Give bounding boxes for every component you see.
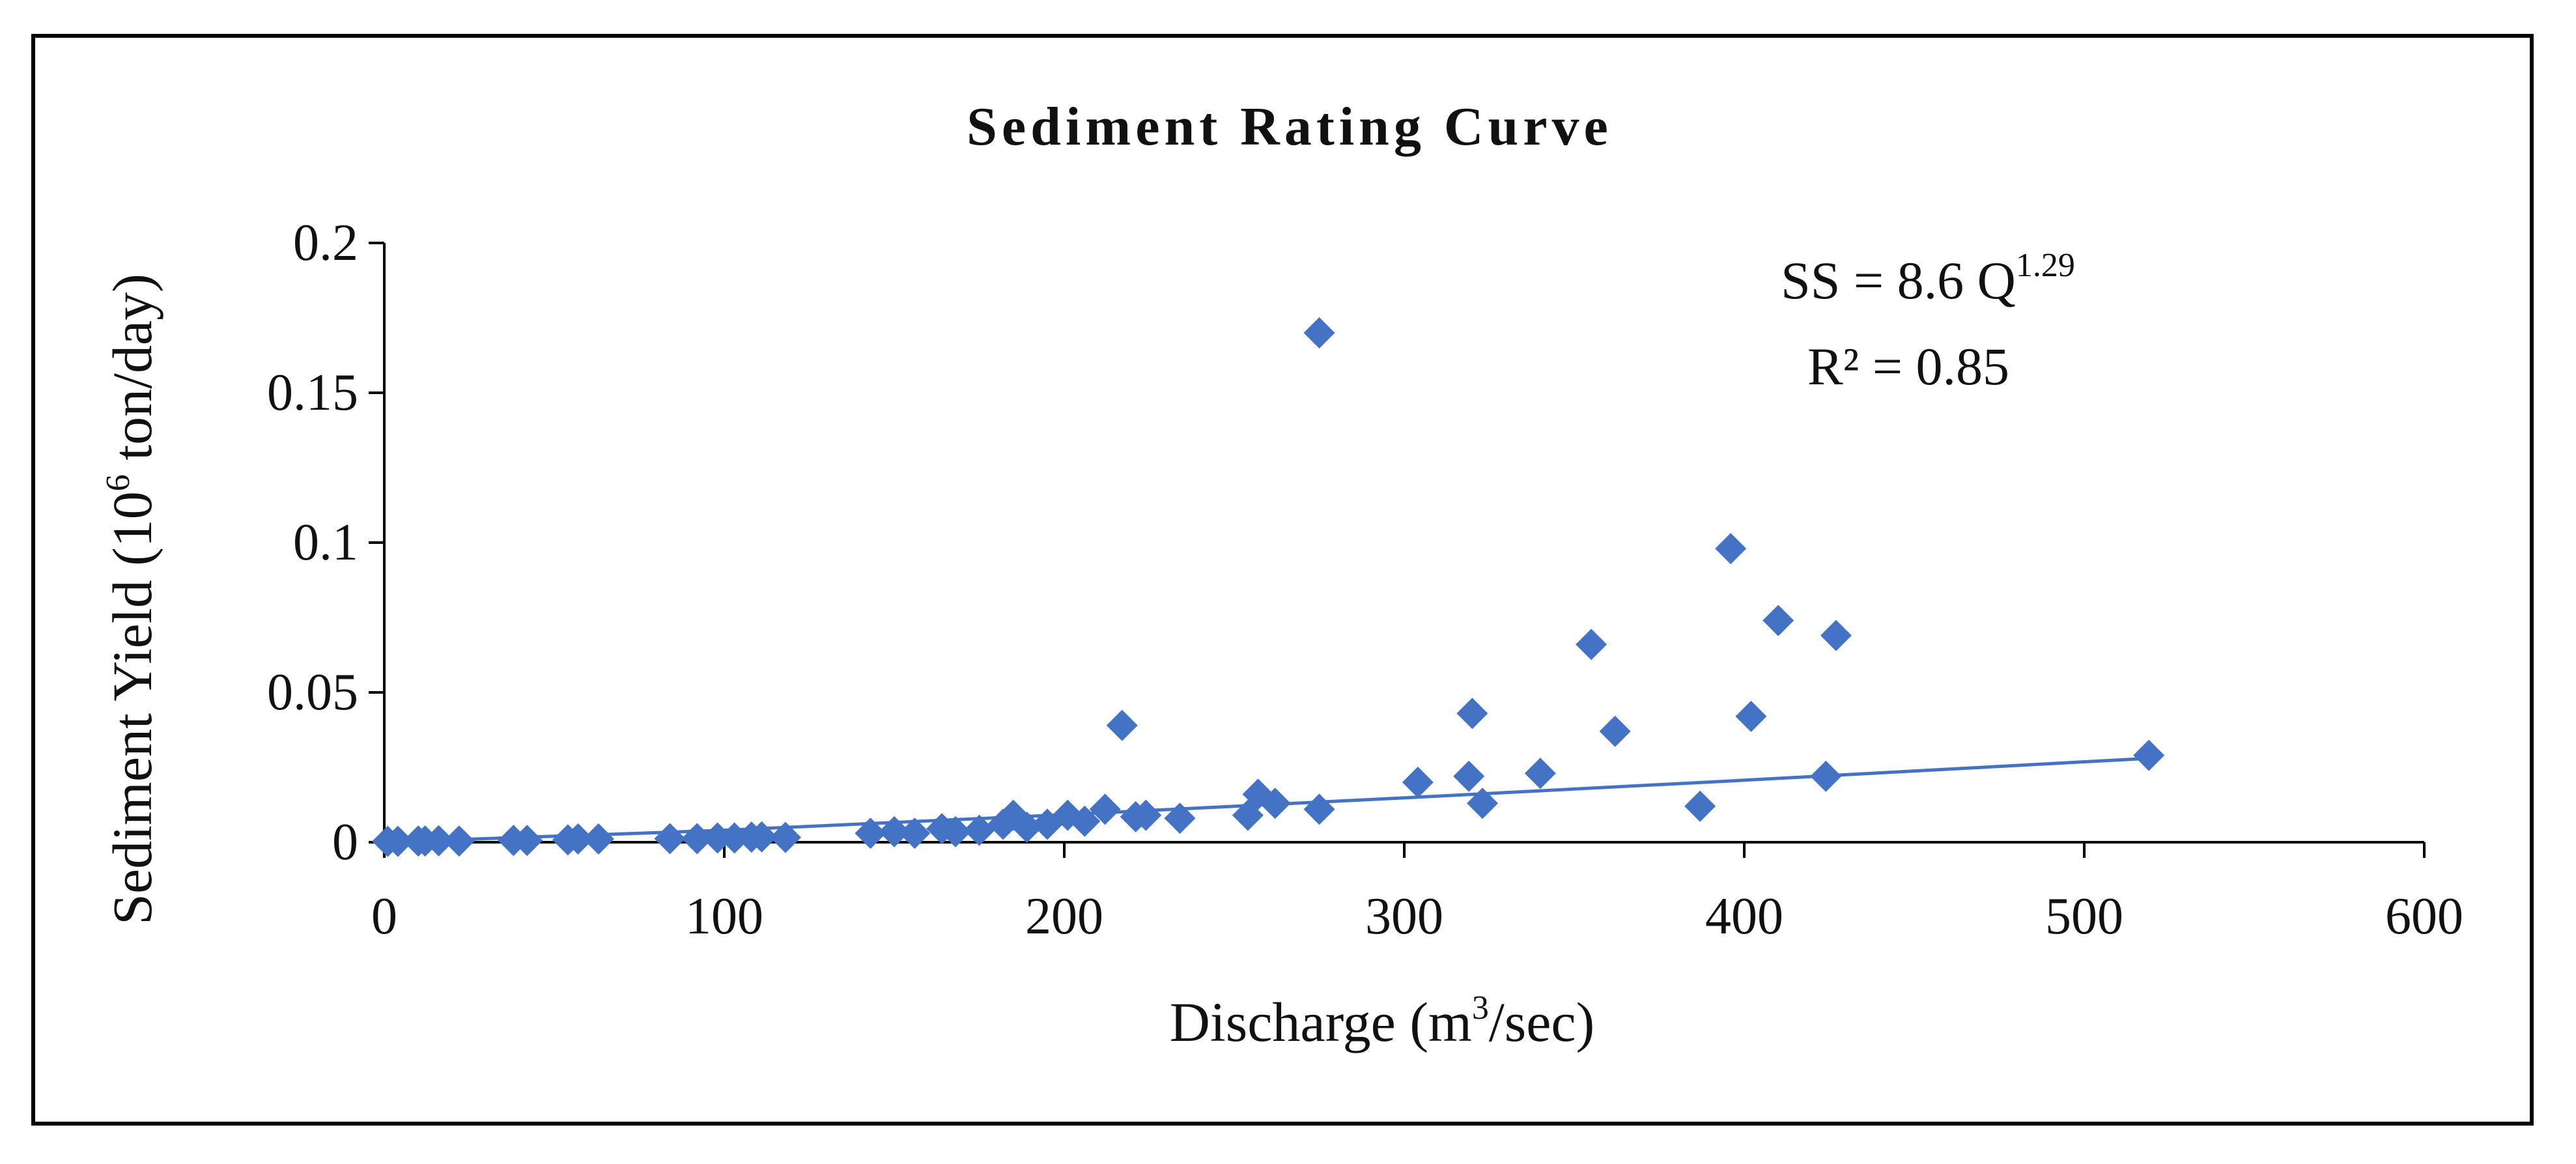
data-point <box>1715 533 1747 565</box>
trendline-r-squared: R² = 0.85 <box>1807 337 2009 396</box>
x-axis-label-suffix: /sec) <box>1489 991 1594 1053</box>
data-point <box>1303 793 1335 825</box>
data-point <box>1576 629 1607 660</box>
data-point <box>1259 788 1291 819</box>
y-axis-label-sup: 6 <box>100 474 137 491</box>
data-point <box>939 816 971 847</box>
data-point <box>718 822 750 854</box>
y-tick-label: 0.2 <box>293 214 358 272</box>
data-point <box>1011 812 1043 843</box>
data-point <box>1524 758 1556 789</box>
trendline-equation-exponent: 1.29 <box>2016 247 2075 284</box>
x-axis-label-sup: 3 <box>1472 989 1489 1027</box>
data-point <box>1130 799 1162 831</box>
data-point <box>1820 619 1852 651</box>
x-axis-label: Discharge (m3/sec) <box>1170 989 1594 1053</box>
data-point <box>963 814 995 846</box>
x-tick-label: 100 <box>685 888 763 945</box>
data-point <box>1735 700 1767 732</box>
data-point <box>654 823 686 855</box>
data-point <box>769 821 801 853</box>
data-point <box>562 823 594 855</box>
data-point <box>1303 317 1335 348</box>
data-point <box>423 825 455 857</box>
data-point <box>681 823 713 855</box>
x-tick-label: 300 <box>1365 888 1443 945</box>
data-point <box>443 825 475 857</box>
trendline-equation: SS = 8.6 Q1.29 <box>1781 247 2075 310</box>
data-point <box>1089 793 1121 825</box>
data-point <box>899 817 931 849</box>
x-axis-label-prefix: Discharge (m <box>1170 991 1472 1053</box>
scatter-points <box>372 317 2165 857</box>
y-axis-label-suffix: ton/day) <box>101 274 163 474</box>
data-point <box>1453 760 1485 792</box>
data-point <box>1402 767 1434 798</box>
axes <box>383 243 2424 844</box>
chart-title: Sediment Rating Curve <box>967 96 1613 157</box>
data-point <box>582 823 614 855</box>
y-axis-label: Sediment Yield (106 ton/day) <box>100 274 163 925</box>
data-point <box>701 822 733 854</box>
x-tick-label: 0 <box>371 888 397 945</box>
x-tick-label: 200 <box>1025 888 1103 945</box>
data-point <box>1467 788 1499 819</box>
data-point <box>1456 698 1488 730</box>
data-point <box>1762 604 1794 636</box>
data-point <box>1106 709 1138 741</box>
data-point <box>511 825 543 857</box>
data-point <box>1684 790 1716 822</box>
x-tick-label: 400 <box>1705 888 1783 945</box>
y-tick-label: 0.05 <box>267 664 358 721</box>
data-point <box>382 825 414 857</box>
x-axis-ticks: 0 100 200 300 400 500 600 <box>371 842 2463 945</box>
data-point <box>1810 760 1842 792</box>
y-tick-label: 0.1 <box>293 514 358 571</box>
x-tick-label: 500 <box>2045 888 2123 945</box>
chart-frame <box>31 34 2534 1126</box>
y-tick-label: 0 <box>332 814 358 871</box>
data-point <box>2133 739 2165 771</box>
trendline-equation-base: SS = 8.6 Q <box>1781 251 2016 310</box>
data-point <box>1069 805 1101 837</box>
data-point <box>879 816 910 847</box>
x-tick-label: 600 <box>2385 888 2463 945</box>
y-axis-ticks: 0 0.05 0.1 0.15 0.2 <box>267 214 384 871</box>
data-point <box>746 821 778 853</box>
y-tick-label: 0.15 <box>267 364 358 421</box>
data-point <box>1164 802 1196 834</box>
data-point <box>1599 715 1631 747</box>
data-point <box>855 817 886 849</box>
y-axis-label-prefix: Sediment Yield (10 <box>101 491 163 925</box>
